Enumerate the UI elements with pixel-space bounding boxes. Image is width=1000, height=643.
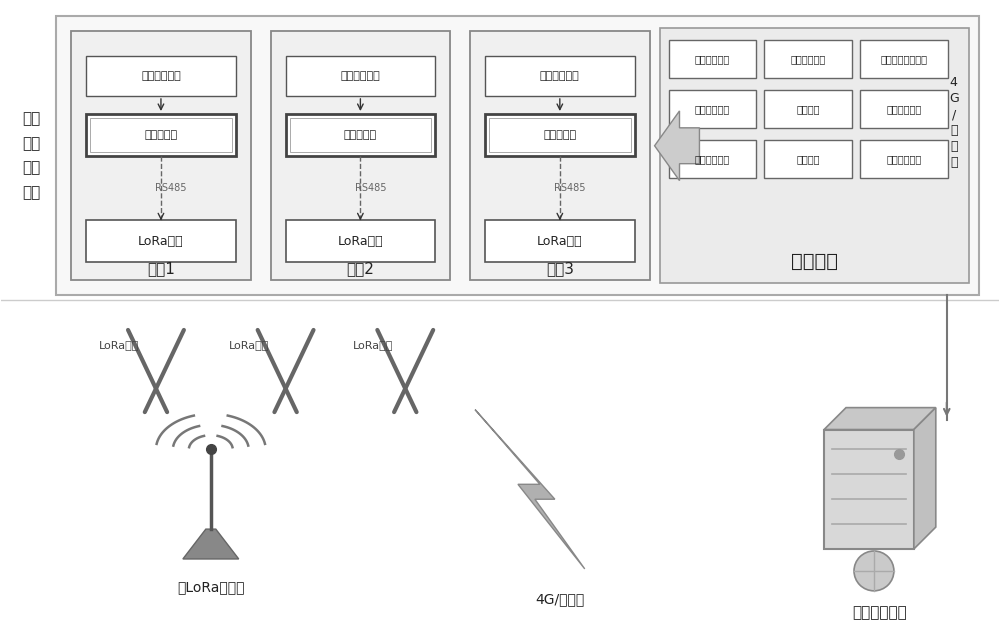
Text: LoRa模块: LoRa模块	[537, 235, 583, 248]
Bar	[286, 56, 435, 96]
Text: 注册登录模块: 注册登录模块	[695, 54, 730, 64]
Text: 报警模块: 报警模块	[796, 104, 820, 114]
Bar	[470, 32, 650, 280]
Bar	[56, 16, 979, 295]
Text: 智能
电气
设备
终端: 智能 电气 设备 终端	[22, 111, 40, 200]
Bar	[764, 90, 852, 128]
Bar	[286, 114, 435, 156]
Polygon shape	[655, 111, 699, 181]
Text: 信息查询模块: 信息查询模块	[886, 154, 922, 164]
Text: 除湿控制器: 除湿控制器	[543, 130, 576, 140]
Text: RS485: RS485	[554, 183, 586, 193]
Text: LoRa通信: LoRa通信	[99, 340, 139, 350]
Polygon shape	[824, 408, 936, 430]
Text: 无线模块: 无线模块	[796, 154, 820, 164]
Bar	[660, 28, 969, 283]
Text: 功能选项: 功能选项	[791, 252, 838, 271]
Text: 故障报修模块: 故障报修模块	[886, 104, 922, 114]
Text: LoRa通信: LoRa通信	[229, 340, 269, 350]
Text: RS485: RS485	[155, 183, 187, 193]
Text: 环境信息采集模块: 环境信息采集模块	[880, 54, 927, 64]
Bar	[669, 90, 756, 128]
Text: LoRa模块: LoRa模块	[338, 235, 383, 248]
Bar	[86, 114, 236, 156]
Text: 箱柜1: 箱柜1	[147, 260, 175, 276]
Text: （LoRa网关）: （LoRa网关）	[177, 580, 245, 594]
Text: 4
G
/
以
太
网: 4 G / 以 太 网	[949, 76, 959, 169]
Text: 除湿控制器: 除湿控制器	[144, 130, 178, 140]
Text: RS485: RS485	[355, 183, 386, 193]
Bar	[485, 56, 635, 96]
Bar	[860, 140, 948, 177]
Bar	[489, 118, 631, 152]
Text: LoRa通信: LoRa通信	[353, 340, 394, 350]
Bar	[669, 140, 756, 177]
Text: 物联网平台端: 物联网平台端	[853, 605, 907, 620]
Bar	[86, 56, 236, 96]
Bar	[764, 41, 852, 78]
Bar	[860, 90, 948, 128]
Text: LoRa模块: LoRa模块	[138, 235, 184, 248]
Bar	[71, 32, 251, 280]
Text: 除湿控制器: 除湿控制器	[344, 130, 377, 140]
Bar	[286, 221, 435, 262]
Text: 箱柜3: 箱柜3	[546, 260, 574, 276]
Bar	[90, 118, 232, 152]
Text: 温湿度传感器: 温湿度传感器	[141, 71, 181, 81]
Polygon shape	[183, 529, 239, 559]
Text: 设备维护模块: 设备维护模块	[695, 104, 730, 114]
Bar	[485, 221, 635, 262]
Text: 温湿度传感器: 温湿度传感器	[540, 71, 580, 81]
Polygon shape	[914, 408, 936, 549]
Polygon shape	[475, 410, 585, 569]
Bar	[290, 118, 431, 152]
Text: 温湿度传感器: 温湿度传感器	[341, 71, 380, 81]
Bar	[271, 32, 450, 280]
Bar	[860, 41, 948, 78]
Bar	[669, 41, 756, 78]
Bar	[824, 430, 914, 549]
Text: 数据存储模块: 数据存储模块	[695, 154, 730, 164]
Text: 4G/以太网: 4G/以太网	[535, 592, 584, 606]
Text: 箱柜2: 箱柜2	[346, 260, 374, 276]
Bar	[764, 140, 852, 177]
Bar	[485, 114, 635, 156]
Circle shape	[854, 551, 894, 591]
Bar	[86, 221, 236, 262]
Text: 数据解析模块: 数据解析模块	[791, 54, 826, 64]
